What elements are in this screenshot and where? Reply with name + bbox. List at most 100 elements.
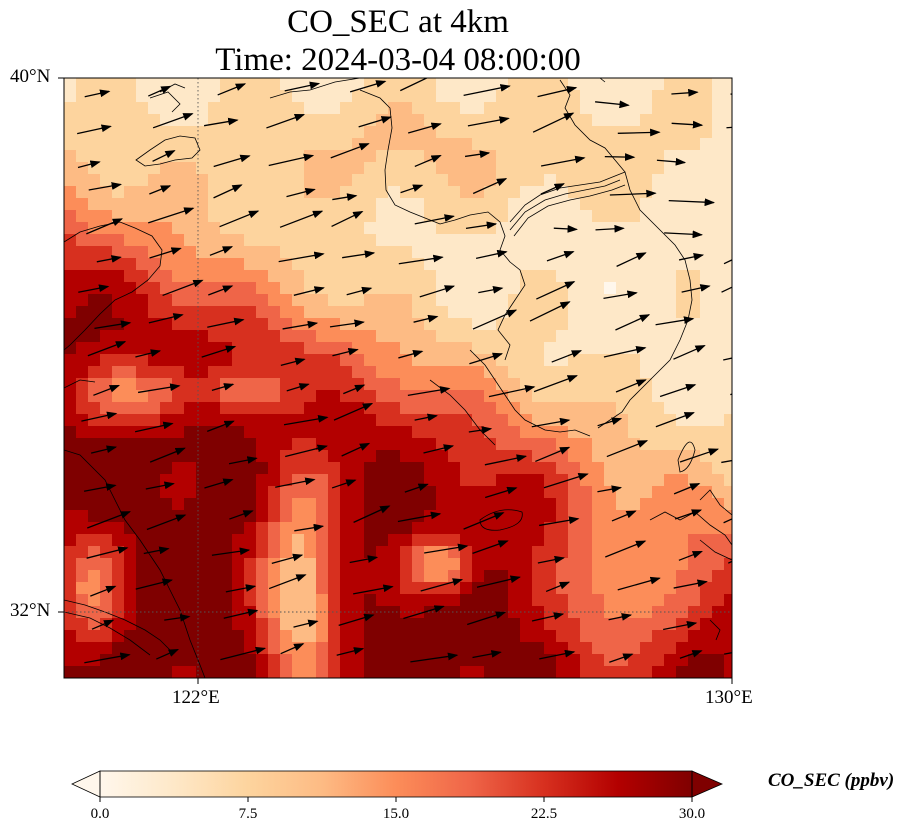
field-cell <box>664 666 677 678</box>
wind-arrow <box>730 93 732 95</box>
field-cell <box>460 486 473 499</box>
field-cell <box>232 582 245 595</box>
field-cell <box>364 330 377 343</box>
field-cell <box>220 150 233 163</box>
field-cell <box>112 78 125 91</box>
field-cell <box>712 438 725 451</box>
field-cell <box>460 474 473 487</box>
field-cell <box>172 402 185 415</box>
field-cell <box>628 414 641 427</box>
field-cell <box>340 582 353 595</box>
field-cell <box>256 498 269 511</box>
field-cell <box>184 642 197 655</box>
field-cell <box>256 318 269 331</box>
field-cell <box>256 654 269 667</box>
field-cell <box>568 606 581 619</box>
field-cell <box>256 234 269 247</box>
field-cell <box>532 318 545 331</box>
field-cell <box>700 354 713 367</box>
field-cell <box>100 270 113 283</box>
field-cell <box>640 234 653 247</box>
field-cell <box>256 522 269 535</box>
wind-arrow <box>615 314 651 331</box>
field-cell <box>472 630 485 643</box>
field-cell <box>664 606 677 619</box>
field-cell <box>700 426 713 439</box>
field-cell <box>412 630 425 643</box>
field-cell <box>184 378 197 391</box>
field-cell <box>604 606 617 619</box>
field-cell <box>148 294 161 307</box>
field-cell <box>532 150 545 163</box>
field-cell <box>172 666 185 678</box>
field-cell <box>412 210 425 223</box>
field-cell <box>676 102 689 115</box>
field-cell <box>616 246 629 259</box>
field-cell <box>136 414 149 427</box>
lon-label-130e: 130°E <box>705 687 753 708</box>
wind-arrow <box>419 285 456 298</box>
field-cell <box>112 462 125 475</box>
field-cell <box>724 666 732 678</box>
field-cell <box>424 210 437 223</box>
field-cell <box>76 606 89 619</box>
field-cell <box>280 378 293 391</box>
field-cell <box>160 222 173 235</box>
field-cell <box>424 102 437 115</box>
field-cell <box>556 258 569 271</box>
field-cell <box>580 414 593 427</box>
field-cell <box>280 210 293 223</box>
field-cell <box>532 138 545 151</box>
field-cell <box>496 630 509 643</box>
field-cell <box>196 102 209 115</box>
field-cell <box>208 606 221 619</box>
field-cell <box>208 486 221 499</box>
field-cell <box>148 498 161 511</box>
field-cell <box>88 150 101 163</box>
field-cell <box>664 414 677 427</box>
wind-arrow <box>537 85 578 98</box>
field-cell <box>424 378 437 391</box>
field-cell <box>640 186 653 199</box>
field-cell <box>604 366 617 379</box>
field-cell <box>592 318 605 331</box>
field-cell <box>712 246 725 259</box>
field-cell <box>244 318 257 331</box>
field-cell <box>316 570 329 583</box>
field-cell <box>496 498 509 511</box>
field-cell <box>124 234 137 247</box>
field-cell <box>436 522 449 535</box>
field-cell <box>640 318 653 331</box>
field-cell <box>580 222 593 235</box>
field-cell <box>112 474 125 487</box>
wind-arrow <box>536 281 576 300</box>
field-cell <box>628 294 641 307</box>
field-cell <box>184 210 197 223</box>
field-cell <box>700 462 713 475</box>
field-cell <box>244 102 257 115</box>
field-cell <box>100 474 113 487</box>
field-cell <box>172 642 185 655</box>
field-cell <box>580 102 593 115</box>
field-cell <box>280 618 293 631</box>
field-cell <box>532 558 545 571</box>
field-cell <box>124 354 137 367</box>
field-cell <box>292 486 305 499</box>
field-cell <box>124 318 137 331</box>
field-cell <box>352 150 365 163</box>
field-cell <box>76 366 89 379</box>
field-cell <box>652 294 665 307</box>
field-cell <box>640 246 653 259</box>
wind-arrow <box>463 512 505 530</box>
field-cell <box>460 510 473 523</box>
field-cell <box>436 186 449 199</box>
field-cell <box>220 438 233 451</box>
field-cell <box>436 474 449 487</box>
field-cell <box>316 654 329 667</box>
field-cell <box>220 462 233 475</box>
field-cell <box>364 582 377 595</box>
field-cell <box>268 522 281 535</box>
field-cell <box>184 150 197 163</box>
field-cell <box>532 642 545 655</box>
field-cell <box>196 294 209 307</box>
